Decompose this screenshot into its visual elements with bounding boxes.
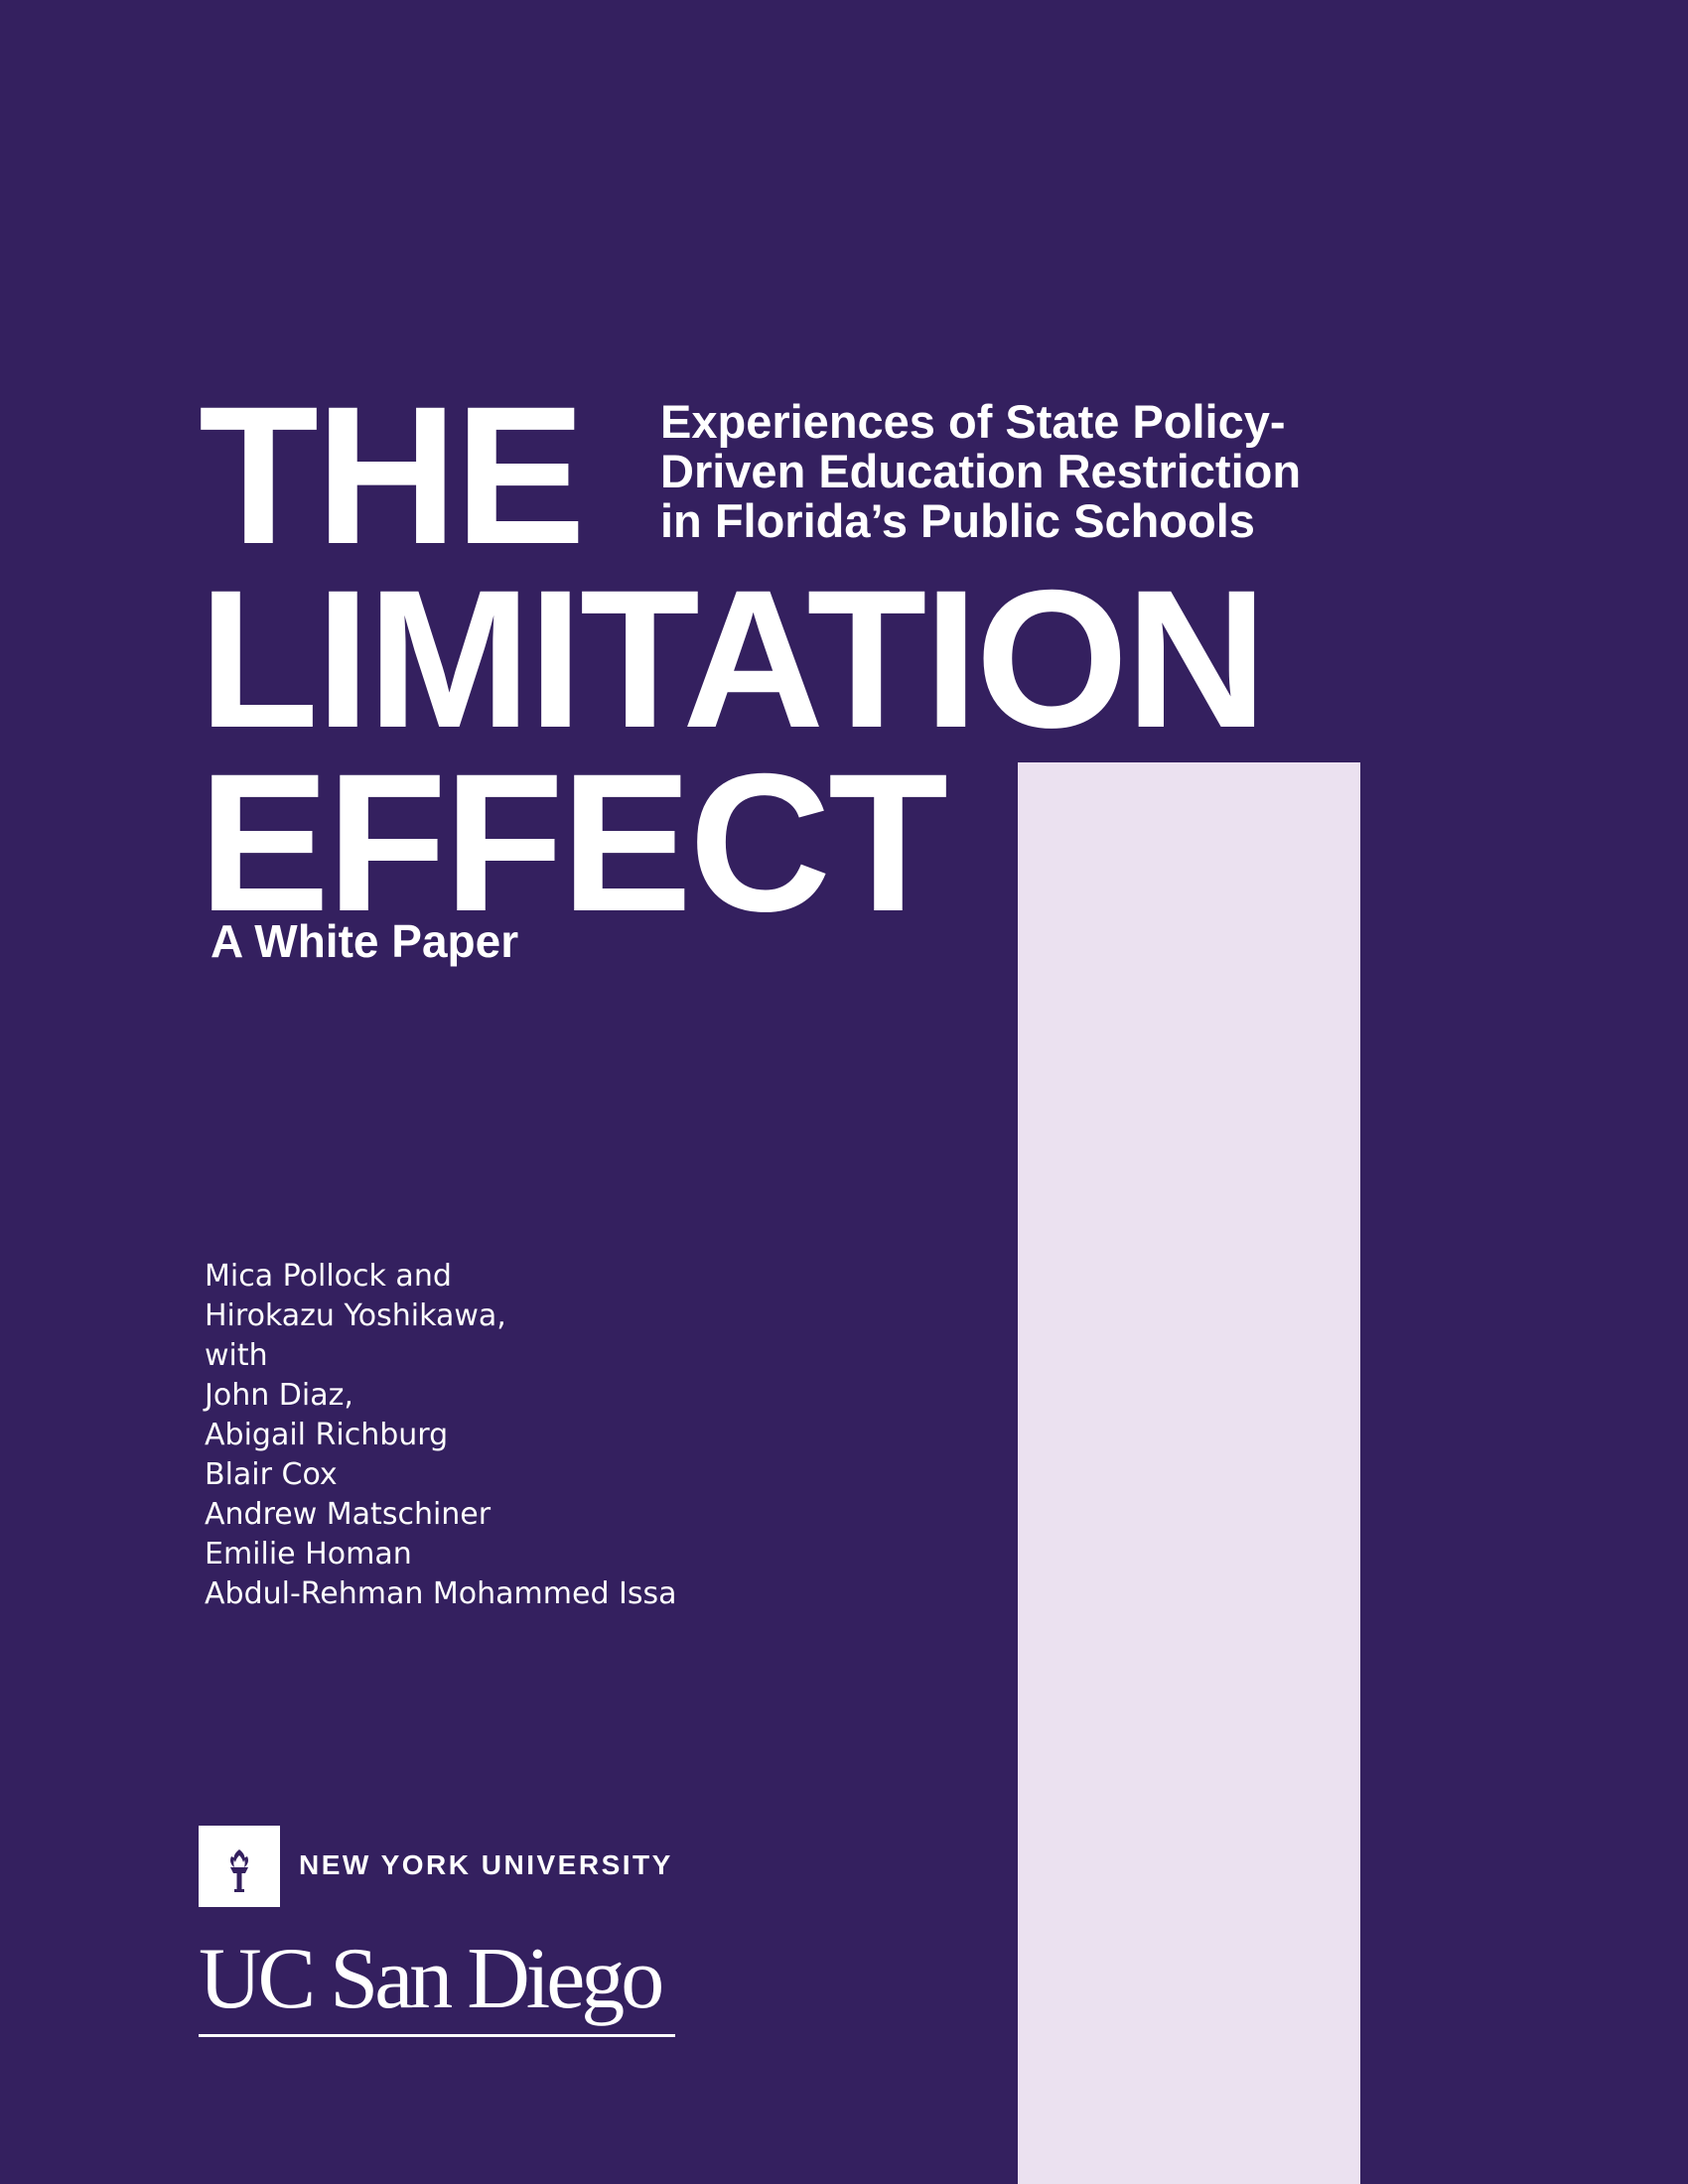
subtitle-line-3: in Florida’s Public Schools <box>660 494 1255 547</box>
subtitle-line-2: Driven Education Restriction <box>660 445 1302 497</box>
author-line: John Diaz, <box>205 1378 353 1413</box>
author-line: Blair Cox <box>205 1457 338 1492</box>
nyu-torch-logo <box>230 1849 248 1892</box>
author-line: Mica Pollock and <box>205 1259 452 1294</box>
nyu-name: NEW YORK UNIVERSITY <box>299 1849 673 1880</box>
author-line: Andrew Matschiner <box>205 1497 492 1532</box>
author-line: Hirokazu Yoshikawa, <box>205 1298 506 1333</box>
author-line: Emilie Homan <box>205 1537 412 1571</box>
subtitle: Experiences of State Policy- Driven Educ… <box>660 397 1301 546</box>
title-line-1: THE <box>199 365 586 585</box>
torch-icon <box>199 1826 280 1907</box>
author-line: Abdul-Rehman Mohammed Issa <box>205 1576 677 1611</box>
author-line: with <box>205 1338 268 1373</box>
ucsd-underline <box>199 2034 675 2037</box>
author-list: Mica Pollock and Hirokazu Yoshikawa, wit… <box>205 1257 677 1614</box>
document-type: A White Paper <box>211 915 519 967</box>
title-line-2: LIMITATION <box>199 549 1267 768</box>
author-line: Abigail Richburg <box>205 1418 449 1452</box>
title-line-3: EFFECT <box>199 733 948 952</box>
ucsd-wordmark: UC San Diego <box>199 1931 664 2027</box>
accent-bar <box>1018 762 1360 2184</box>
subtitle-line-1: Experiences of State Policy- <box>660 395 1286 448</box>
